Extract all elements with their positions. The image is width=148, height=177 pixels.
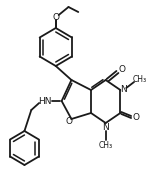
Text: N: N <box>120 85 127 95</box>
Text: CH₃: CH₃ <box>133 75 147 84</box>
Text: O: O <box>52 13 59 21</box>
Text: O: O <box>132 113 140 121</box>
Text: HN: HN <box>38 96 52 105</box>
Text: N: N <box>102 122 109 132</box>
Text: CH₃: CH₃ <box>99 141 113 150</box>
Text: O: O <box>66 116 73 125</box>
Text: O: O <box>119 65 126 75</box>
